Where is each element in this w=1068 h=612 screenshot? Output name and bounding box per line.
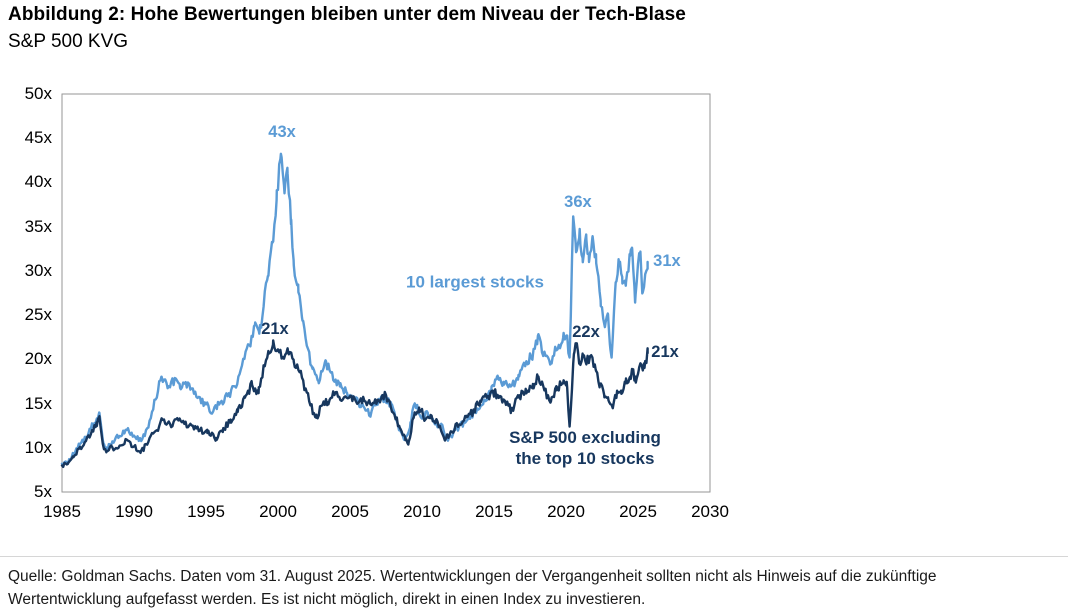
series-line-top10: [60, 152, 649, 467]
series-line-ex_top10: [60, 339, 649, 469]
figure-subtitle: S&P 500 KVG: [8, 31, 129, 52]
figure-title: Abbildung 2: Hohe Bewertungen bleiben un…: [8, 4, 686, 25]
plot-border: [61, 93, 711, 493]
source-footnote: Quelle: Goldman Sachs. Daten vom 31. Aug…: [0, 556, 1068, 612]
